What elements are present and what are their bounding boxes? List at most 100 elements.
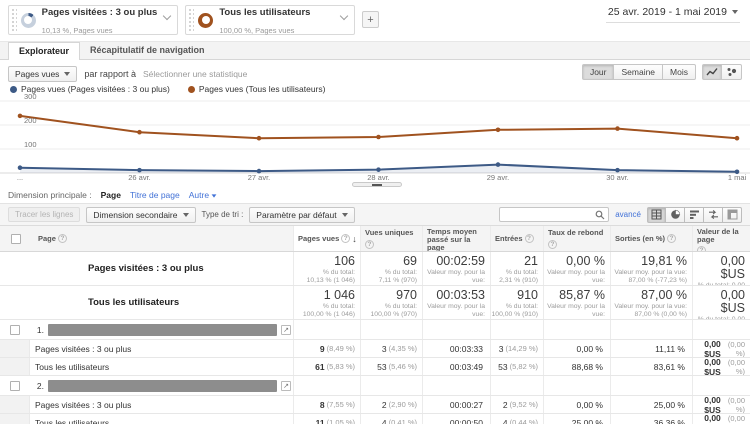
granularity-week-button[interactable]: Semaine: [614, 64, 664, 80]
table-row-segment-1: Pages visitées : 3 ou plus 9 (8,49 %) 3 (4…: [0, 340, 750, 358]
chevron-down-icon[interactable]: [341, 13, 348, 20]
performance-view-button[interactable]: [685, 206, 704, 223]
table-row-group-1: 1.: [0, 320, 750, 340]
segment-chip-tous-les-utilisateurs[interactable]: Tous les utilisateurs 100,00 %, Pages vu…: [185, 5, 355, 35]
advanced-search-link[interactable]: avancé: [615, 210, 641, 219]
table-view-button[interactable]: [647, 206, 666, 223]
metric-pct: (5,83 %): [326, 362, 355, 371]
comparison-view-button[interactable]: [704, 206, 723, 223]
summary-row-segment-1: Pages visitées : 3 ou plus 106% du total…: [0, 252, 750, 286]
metric-pct: (14,29 %): [505, 344, 538, 353]
segment-bar: Pages visitées : 3 ou plus 10,13 %, Page…: [0, 0, 750, 41]
drag-handle-icon[interactable]: [188, 8, 195, 32]
help-icon[interactable]: [524, 234, 534, 243]
table-row-segment-1: Pages visitées : 3 ou plus 8 (7,55 %) 2 (2…: [0, 396, 750, 414]
help-icon[interactable]: [697, 246, 706, 251]
help-icon[interactable]: [57, 234, 67, 243]
sort-descending-icon[interactable]: ↓: [352, 233, 357, 244]
sort-type-dropdown[interactable]: Paramètre par défaut: [249, 206, 355, 223]
summary-row-label: Pages visitées : 3 ou plus: [88, 263, 204, 274]
motion-chart-button[interactable]: [722, 64, 742, 80]
chevron-down-icon[interactable]: [164, 13, 171, 20]
timeline-scrubber[interactable]: [352, 182, 402, 187]
col-header-taux-de-rebond[interactable]: Taux de rebond: [548, 227, 604, 237]
col-header-entrees[interactable]: Entrées: [495, 233, 523, 243]
search-icon[interactable]: [595, 210, 605, 220]
performance-view-icon: [689, 210, 699, 219]
metric-value: 0,00 $US: [720, 288, 745, 315]
metric-value: 88,68 %: [571, 361, 603, 372]
segment-donut-icon: [198, 12, 214, 28]
metric-value: 00:00:27: [449, 399, 483, 410]
y-axis-label: 300: [24, 92, 37, 101]
redacted-page-url[interactable]: [48, 379, 277, 392]
metric-value: 11,11 %: [655, 343, 685, 354]
metric-value: 4: [381, 417, 387, 424]
table-search-input[interactable]: [503, 210, 596, 219]
metric-subtext: Valeur moy. pour la vue: 00:03:53 (-23,3…: [427, 269, 485, 284]
table-row-group-2: 2.: [0, 376, 750, 396]
metric-value: 106: [334, 254, 355, 268]
tab-recapitulatif-navigation[interactable]: Récapitulatif de navigation: [90, 45, 205, 55]
dimension-page[interactable]: Page: [100, 190, 121, 200]
plot-rows-button[interactable]: Tracer les lignes: [8, 207, 81, 222]
metric-pct: (7,55 %): [326, 400, 355, 409]
metric-subtext: Valeur moy. pour la vue: 00:03:53 (0,00 …: [427, 303, 485, 318]
dimension-titre-de-page[interactable]: Titre de page: [129, 190, 180, 200]
help-icon[interactable]: [365, 239, 374, 249]
metric-subtext: Valeur moy. pour la vue: 87,00 % (0,00 %…: [614, 303, 687, 318]
metric-subtext: Valeur moy. pour la vue: 85,87 % (-100,0…: [547, 269, 605, 284]
external-link-icon[interactable]: [281, 324, 291, 335]
drag-handle-icon[interactable]: [11, 8, 17, 32]
segment-row-label: Pages visitées : 3 ou plus: [35, 399, 132, 410]
help-icon[interactable]: [341, 234, 351, 243]
metric-pct: (0,41 %): [388, 418, 417, 424]
segment-subtitle: 100,00 %, Pages vues: [219, 26, 295, 35]
metric-value: 19,81 %: [641, 254, 687, 268]
segment-donut-icon: [20, 12, 36, 28]
granularity-day-button[interactable]: Jour: [581, 64, 615, 80]
summary-row-segment-2: Tous les utilisateurs 1 046% du total: 1…: [0, 286, 750, 320]
external-link-icon[interactable]: [281, 380, 291, 391]
metric-value: 53: [498, 361, 508, 372]
segment-title: Pages visitées : 3 ou plus: [41, 7, 158, 18]
select-all-checkbox[interactable]: [10, 233, 21, 244]
metric-pct: (1,05 %): [326, 418, 355, 424]
metric-value: 85,87 %: [559, 288, 605, 302]
secondary-dimension-dropdown[interactable]: Dimension secondaire: [86, 206, 196, 223]
metric-value: 0,00 $US: [704, 358, 721, 375]
select-metric-link[interactable]: Sélectionner une statistique: [142, 68, 248, 79]
tab-explorateur[interactable]: Explorateur: [8, 42, 81, 60]
legend-label: Pages vues (Pages visitées : 3 ou plus): [21, 84, 170, 94]
granularity-month-button[interactable]: Mois: [663, 64, 696, 80]
metric-pct: (0,00 %): [727, 358, 745, 375]
col-header-valeur-page[interactable]: Valeur de la page: [697, 227, 739, 244]
add-segment-button[interactable]: +: [362, 11, 379, 28]
pivot-view-button[interactable]: [723, 206, 742, 223]
line-chart-button[interactable]: [702, 64, 722, 80]
row-checkbox[interactable]: [10, 324, 20, 335]
metric-value: 00:03:33: [449, 343, 483, 354]
legend-item-segment-1: Pages vues (Pages visitées : 3 ou plus): [10, 84, 170, 94]
chart-type-toggle: [702, 64, 742, 80]
help-icon[interactable]: [548, 239, 557, 249]
col-header-pages-vues[interactable]: Pages vues: [298, 233, 340, 243]
date-range-selector[interactable]: 25 avr. 2019 - 1 mai 2019: [605, 6, 740, 23]
timeseries-chart[interactable]: ... 26 avr. 27 avr. 28 avr. 29 avr. 30 avr. 1 …: [0, 92, 750, 187]
col-header-vues-uniques[interactable]: Vues uniques: [365, 227, 414, 237]
help-icon[interactable]: [667, 234, 677, 243]
metric-value: 0,00 %: [576, 399, 603, 410]
metric-value: 00:03:49: [449, 361, 483, 372]
col-header-sorties[interactable]: Sorties (en %): [615, 233, 666, 243]
row-checkbox[interactable]: [10, 380, 20, 391]
dimension-autre-dropdown[interactable]: Autre: [189, 190, 217, 200]
col-header-temps-moyen[interactable]: Temps moyen passé sur la page: [427, 227, 477, 252]
metric-dropdown[interactable]: Pages vues: [8, 65, 78, 82]
motion-chart-icon: [727, 68, 737, 76]
col-header-page[interactable]: Page: [38, 233, 56, 243]
legend-dot-blue-icon: [10, 85, 17, 93]
redacted-page-url[interactable]: [48, 323, 277, 336]
percentage-view-button[interactable]: [666, 206, 685, 223]
segment-chip-pages-visitees[interactable]: Pages visitées : 3 ou plus 10,13 %, Page…: [8, 5, 178, 35]
